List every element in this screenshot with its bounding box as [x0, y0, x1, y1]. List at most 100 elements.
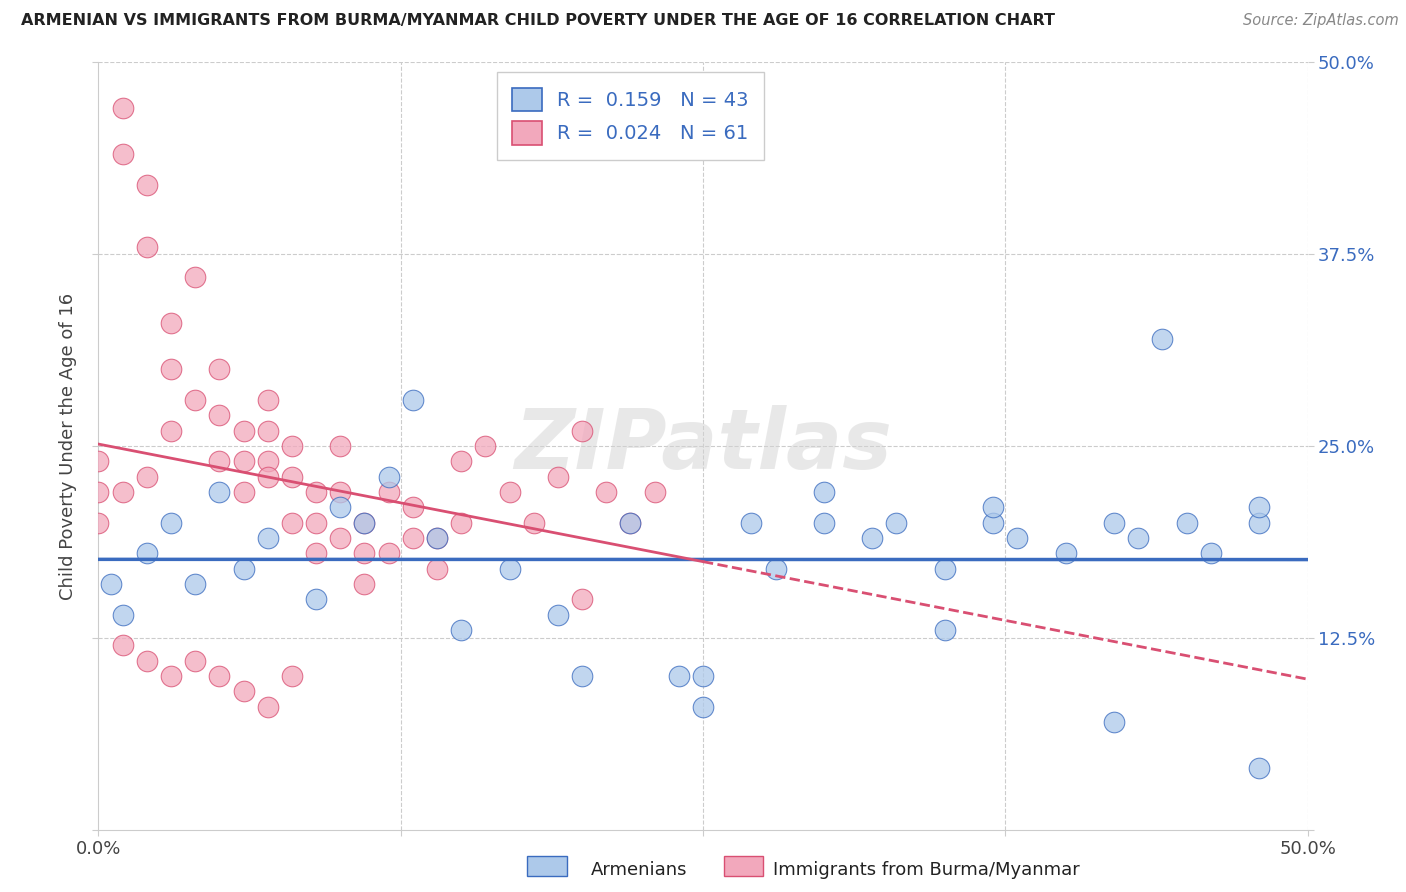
Point	[1199, 546, 1222, 560]
Point	[184, 577, 207, 591]
Point	[208, 669, 231, 683]
Point	[135, 546, 157, 560]
Point	[160, 424, 183, 438]
Point	[305, 592, 328, 607]
Point	[402, 531, 425, 545]
Point	[886, 516, 908, 530]
Point	[329, 500, 352, 515]
Point	[981, 516, 1004, 530]
Point	[1102, 715, 1125, 730]
Point	[353, 516, 375, 530]
Point	[281, 669, 304, 683]
Point	[426, 531, 449, 545]
Point	[353, 546, 375, 560]
Point	[232, 485, 254, 500]
Point	[860, 531, 883, 545]
Point	[184, 270, 207, 285]
Point	[1152, 332, 1174, 346]
Point	[232, 562, 254, 576]
Point	[256, 469, 278, 483]
Point	[619, 516, 641, 530]
Point	[160, 516, 183, 530]
Point	[740, 516, 762, 530]
Point	[329, 439, 352, 453]
Point	[1175, 516, 1198, 530]
Text: Armenians: Armenians	[591, 861, 688, 879]
Point	[160, 669, 183, 683]
Point	[208, 362, 231, 376]
Point	[111, 607, 134, 622]
Text: ARMENIAN VS IMMIGRANTS FROM BURMA/MYANMAR CHILD POVERTY UNDER THE AGE OF 16 CORR: ARMENIAN VS IMMIGRANTS FROM BURMA/MYANMA…	[21, 13, 1054, 29]
Point	[571, 592, 593, 607]
Point	[571, 424, 593, 438]
Point	[547, 469, 569, 483]
Point	[450, 454, 472, 468]
Point	[100, 577, 122, 591]
Point	[135, 654, 157, 668]
Point	[498, 562, 520, 576]
Point	[377, 546, 399, 560]
Point	[692, 669, 714, 683]
Point	[256, 424, 278, 438]
Point	[1007, 531, 1029, 545]
Text: Source: ZipAtlas.com: Source: ZipAtlas.com	[1243, 13, 1399, 29]
Point	[281, 516, 304, 530]
Point	[184, 392, 207, 407]
Y-axis label: Child Poverty Under the Age of 16: Child Poverty Under the Age of 16	[59, 293, 77, 599]
Point	[813, 516, 835, 530]
Point	[426, 562, 449, 576]
Point	[595, 485, 617, 500]
Point	[208, 409, 231, 423]
Point	[1249, 516, 1271, 530]
Point	[377, 485, 399, 500]
Point	[305, 516, 328, 530]
Point	[765, 562, 787, 576]
Point	[111, 147, 134, 161]
Point	[305, 485, 328, 500]
Legend: R =  0.159   N = 43, R =  0.024   N = 61: R = 0.159 N = 43, R = 0.024 N = 61	[496, 72, 763, 161]
Point	[87, 454, 110, 468]
Point	[281, 439, 304, 453]
Text: ZIPatlas: ZIPatlas	[515, 406, 891, 486]
Point	[523, 516, 546, 530]
Point	[256, 699, 278, 714]
Point	[498, 485, 520, 500]
Point	[281, 469, 304, 483]
Point	[353, 516, 375, 530]
Point	[981, 500, 1004, 515]
Point	[426, 531, 449, 545]
Point	[547, 607, 569, 622]
Point	[232, 454, 254, 468]
Point	[184, 654, 207, 668]
Point	[111, 485, 134, 500]
Point	[402, 392, 425, 407]
Point	[402, 500, 425, 515]
Point	[329, 531, 352, 545]
Point	[668, 669, 690, 683]
Point	[692, 699, 714, 714]
Point	[450, 516, 472, 530]
Text: Immigrants from Burma/Myanmar: Immigrants from Burma/Myanmar	[773, 861, 1080, 879]
Point	[208, 485, 231, 500]
Point	[232, 424, 254, 438]
Point	[474, 439, 496, 453]
Point	[111, 639, 134, 653]
Point	[135, 469, 157, 483]
Point	[329, 485, 352, 500]
Point	[1249, 761, 1271, 775]
Point	[87, 516, 110, 530]
Point	[353, 577, 375, 591]
Point	[135, 239, 157, 253]
Point	[450, 623, 472, 637]
Point	[1102, 516, 1125, 530]
Point	[135, 178, 157, 193]
Point	[644, 485, 666, 500]
Point	[256, 531, 278, 545]
Point	[305, 546, 328, 560]
Point	[160, 362, 183, 376]
Point	[934, 562, 956, 576]
Point	[1249, 500, 1271, 515]
Point	[619, 516, 641, 530]
Point	[1128, 531, 1150, 545]
Point	[256, 454, 278, 468]
